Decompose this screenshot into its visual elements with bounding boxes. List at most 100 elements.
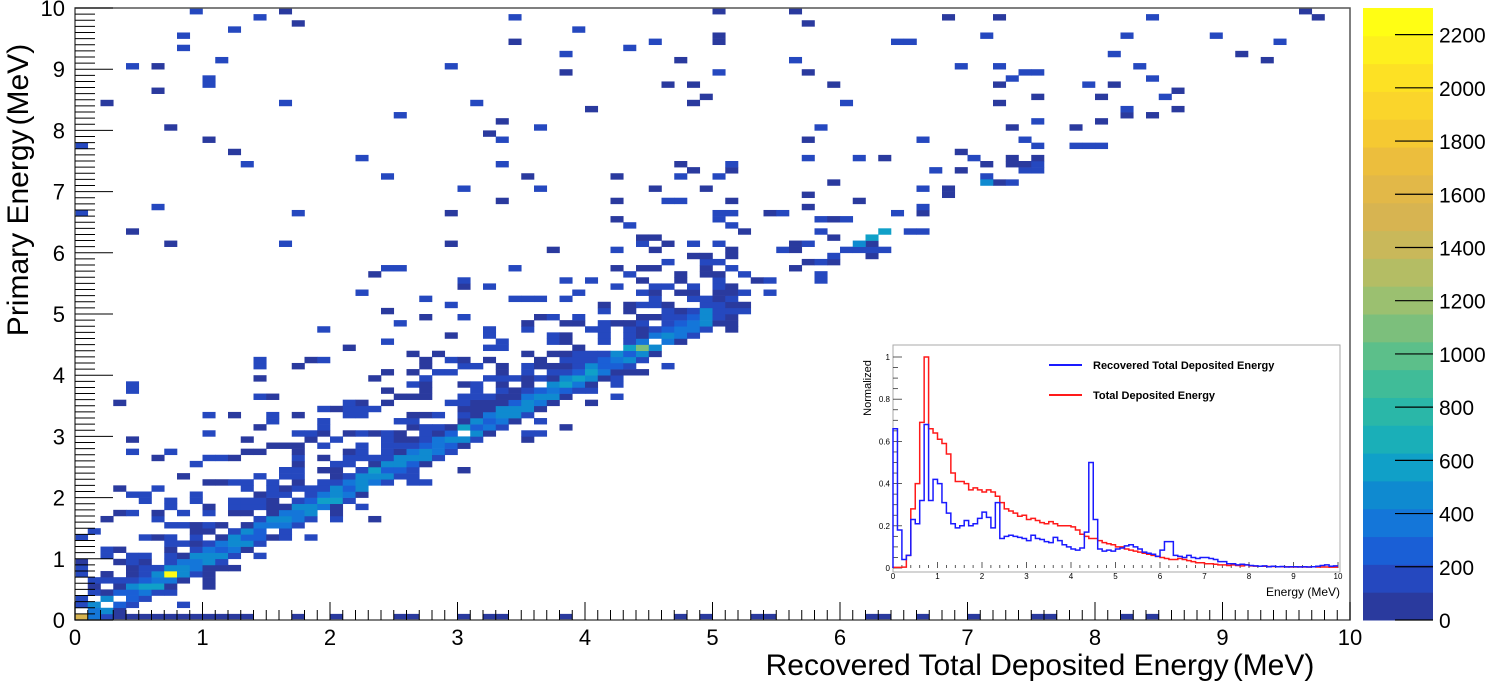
heatmap-bin <box>674 314 688 321</box>
heatmap-bin <box>355 405 369 413</box>
inset-x-tick-label: 1 <box>935 572 940 581</box>
heatmap-bin <box>521 399 535 407</box>
heatmap-bin <box>381 448 395 456</box>
heatmap-bin <box>559 424 573 431</box>
heatmap-bin <box>1005 124 1019 131</box>
heatmap-bin <box>164 571 178 578</box>
heatmap-bin <box>1005 161 1019 168</box>
heatmap-bin <box>1031 167 1045 174</box>
heatmap-bin <box>393 460 407 468</box>
heatmap-bin <box>763 209 777 217</box>
heatmap-bin <box>164 497 178 505</box>
heatmap-bin <box>381 307 395 315</box>
heatmap-bin <box>546 246 560 254</box>
heatmap-bin <box>253 14 267 21</box>
heatmap-bin <box>177 540 191 547</box>
heatmap-bin <box>432 411 446 419</box>
heatmap-bin <box>457 418 471 425</box>
heatmap-bin <box>151 577 165 584</box>
heatmap-bin <box>1005 179 1019 186</box>
heatmap-bin <box>444 399 458 407</box>
heatmap-bin <box>457 424 471 431</box>
heatmap-bin <box>712 314 726 321</box>
heatmap-bin <box>279 240 293 247</box>
heatmap-bin <box>215 564 229 572</box>
heatmap-bin <box>559 338 573 345</box>
heatmap-bin <box>559 356 573 364</box>
inset-x-tick-label: 10 <box>1334 572 1343 581</box>
heatmap-bin <box>126 63 140 70</box>
heatmap-bin <box>738 307 752 315</box>
heatmap-bin <box>993 63 1007 70</box>
heatmap-bin <box>381 430 395 437</box>
heatmap-bin <box>202 509 216 517</box>
heatmap-bin <box>1031 93 1045 101</box>
heatmap-bin <box>215 546 229 553</box>
heatmap-bin <box>317 467 331 474</box>
heatmap-bin <box>342 411 356 419</box>
colorbar-segment <box>1363 453 1433 482</box>
heatmap-bin <box>381 442 395 449</box>
heatmap-bin <box>432 369 446 376</box>
heatmap-bin <box>419 381 433 388</box>
heatmap-bin <box>406 479 420 486</box>
heatmap-bin <box>393 418 407 425</box>
heatmap-bin <box>572 26 586 33</box>
heatmap-bin <box>177 577 191 584</box>
heatmap-bin <box>253 522 267 529</box>
heatmap-bin <box>546 362 560 370</box>
heatmap-bin <box>368 479 382 486</box>
heatmap-bin <box>228 503 242 511</box>
heatmap-bin <box>495 613 509 621</box>
heatmap-bin <box>942 14 956 21</box>
heatmap-bin <box>215 454 229 462</box>
heatmap-bin <box>521 350 535 358</box>
colorbar-segment <box>1363 147 1433 176</box>
heatmap-bin <box>253 515 267 523</box>
heatmap-bin <box>597 362 611 370</box>
heatmap-bin <box>636 338 650 345</box>
heatmap-bin <box>138 589 152 596</box>
heatmap-bin <box>177 509 191 517</box>
heatmap-bin <box>585 375 599 382</box>
heatmap-bin <box>546 387 560 394</box>
heatmap-bin <box>393 613 407 621</box>
inset-x-tick-label: 3 <box>1024 572 1029 581</box>
heatmap-bin <box>470 424 484 431</box>
heatmap-bin <box>610 216 624 223</box>
heatmap-bin <box>699 185 713 192</box>
heatmap-bin <box>674 161 688 168</box>
heatmap-bin <box>279 473 293 480</box>
heatmap-bin <box>1031 161 1045 168</box>
heatmap-bin <box>444 436 458 443</box>
heatmap-bin <box>330 436 344 443</box>
heatmap-bin <box>189 491 203 498</box>
heatmap-bin <box>151 485 165 492</box>
heatmap-bin <box>444 240 458 247</box>
heatmap-bin <box>406 436 420 443</box>
heatmap-bin <box>508 387 522 394</box>
heatmap-bin <box>687 314 701 321</box>
heatmap-bin <box>674 173 688 180</box>
heatmap-bin <box>393 265 407 272</box>
heatmap-bin <box>738 289 752 296</box>
heatmap-bin <box>304 485 318 492</box>
heatmap-bin <box>419 479 433 486</box>
heatmap-bin <box>1235 50 1249 58</box>
heatmap-bin <box>100 607 114 615</box>
colorbar-segment <box>1363 8 1433 37</box>
inset-x-tick-label: 5 <box>1113 572 1118 581</box>
heatmap-bin <box>279 534 293 541</box>
heatmap-bin <box>253 491 267 498</box>
heatmap-bin <box>304 503 318 511</box>
heatmap-bin <box>189 497 203 505</box>
colorbar-segment <box>1363 564 1433 593</box>
colorbar-tick-label: 1000 <box>1439 344 1486 367</box>
heatmap-bin <box>534 295 548 303</box>
colorbar-segment <box>1363 230 1433 259</box>
main-y-axis-title: Primary Energy(MeV) <box>2 44 35 336</box>
heatmap-bin <box>610 265 624 272</box>
heatmap-bin <box>661 338 675 345</box>
heatmap-bin <box>572 381 586 388</box>
heatmap-bin <box>470 362 484 370</box>
